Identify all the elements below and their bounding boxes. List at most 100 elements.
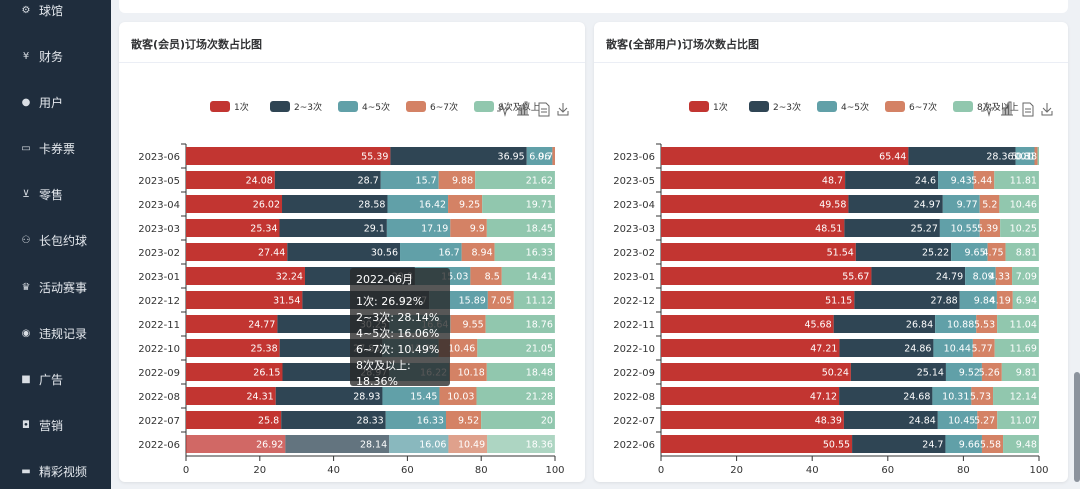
bar-segment[interactable] (186, 291, 303, 309)
sidebar-item-4[interactable]: ⊻ 零售 (0, 172, 111, 216)
legend-label[interactable]: 1次 (234, 101, 249, 113)
sidebar-item-8[interactable]: ■ 广告 (0, 357, 111, 401)
bar-segment[interactable] (475, 171, 555, 189)
bar-segment[interactable] (997, 411, 1040, 429)
bar-chart-icon[interactable] (517, 101, 529, 116)
bar-segment[interactable] (476, 387, 555, 405)
sidebar-item-1[interactable]: ¥ 财务 (0, 34, 111, 78)
legend-label[interactable]: 6~7次 (430, 101, 458, 113)
bar-segment[interactable] (186, 387, 276, 405)
bar-segment[interactable] (932, 387, 972, 405)
bar-segment[interactable] (487, 435, 555, 453)
legend-swatch[interactable] (953, 101, 973, 112)
bar-segment[interactable] (438, 171, 476, 189)
bar-segment[interactable] (439, 387, 477, 405)
bar-segment[interactable] (450, 315, 486, 333)
legend-label[interactable]: 4~5次 (841, 101, 869, 113)
download-icon[interactable] (557, 103, 569, 116)
bar-segment[interactable] (1001, 363, 1039, 381)
legend-label[interactable]: 6~7次 (909, 101, 937, 113)
bar-segment[interactable] (387, 195, 449, 213)
bar-segment[interactable] (979, 195, 1000, 213)
bar-segment[interactable] (661, 243, 856, 261)
bar-segment[interactable] (977, 411, 998, 429)
data-view-icon[interactable] (1022, 102, 1034, 117)
bar-segment[interactable] (942, 195, 980, 213)
legend-label[interactable]: 2~3次 (294, 101, 322, 113)
legend-label[interactable]: 1次 (713, 101, 728, 113)
bar-segment[interactable] (981, 363, 1002, 381)
bar-segment[interactable] (1015, 147, 1035, 165)
bar-segment[interactable] (661, 219, 845, 237)
bar-segment[interactable] (486, 219, 555, 237)
bar-segment[interactable] (186, 243, 288, 261)
bar-segment[interactable] (448, 195, 483, 213)
bar-segment[interactable] (939, 219, 980, 237)
bar-segment[interactable] (186, 147, 391, 165)
bar-segment[interactable] (400, 243, 462, 261)
bar-segment[interactable] (661, 411, 844, 429)
bar-segment[interactable] (844, 219, 940, 237)
bar-segment[interactable] (1012, 267, 1039, 285)
bar-segment[interactable] (945, 435, 982, 453)
bar-segment[interactable] (482, 195, 555, 213)
bar-segment[interactable] (951, 243, 988, 261)
bar-segment[interactable] (971, 387, 994, 405)
legend-swatch[interactable] (406, 101, 426, 112)
bar-segment[interactable] (997, 315, 1039, 333)
bar-segment[interactable] (661, 195, 849, 213)
bar-segment[interactable] (186, 171, 275, 189)
bar-segment[interactable] (186, 363, 283, 381)
bar-segment[interactable] (661, 171, 846, 189)
bar-segment[interactable] (661, 387, 840, 405)
bar-segment[interactable] (501, 267, 555, 285)
bar-segment[interactable] (1037, 147, 1039, 165)
bar-segment[interactable] (959, 291, 997, 309)
legend-label[interactable]: 8次及以上 (498, 101, 540, 113)
bar-segment[interactable] (487, 291, 514, 309)
bar-segment[interactable] (1003, 435, 1039, 453)
bar-segment[interactable] (285, 435, 390, 453)
bar-segment[interactable] (981, 435, 1004, 453)
bar-segment[interactable] (871, 267, 966, 285)
sidebar-item-2[interactable]: ● 用户 (0, 80, 111, 124)
bar-segment[interactable] (186, 195, 283, 213)
bar-segment[interactable] (845, 171, 939, 189)
bar-segment[interactable] (186, 267, 305, 285)
bar-segment[interactable] (390, 147, 527, 165)
bar-segment[interactable] (281, 411, 386, 429)
line-chart-icon[interactable] (497, 102, 510, 117)
bar-segment[interactable] (965, 267, 996, 285)
bar-segment[interactable] (994, 339, 1039, 357)
bar-segment[interactable] (661, 339, 840, 357)
bar-segment[interactable] (933, 339, 973, 357)
bar-segment[interactable] (552, 147, 555, 165)
bar-segment[interactable] (448, 435, 488, 453)
bar-segment[interactable] (186, 219, 280, 237)
bar-segment[interactable] (382, 387, 440, 405)
bar-segment[interactable] (993, 387, 1039, 405)
bar-segment[interactable] (282, 195, 388, 213)
bar-segment[interactable] (279, 219, 387, 237)
download-icon[interactable] (1041, 103, 1053, 116)
bar-segment[interactable] (833, 315, 936, 333)
bar-chart-icon[interactable] (1001, 101, 1013, 116)
legend-swatch[interactable] (270, 101, 290, 112)
bar-segment[interactable] (186, 315, 278, 333)
bar-segment[interactable] (461, 243, 495, 261)
bar-segment[interactable] (186, 339, 280, 357)
bar-segment[interactable] (935, 315, 977, 333)
bar-segment[interactable] (848, 195, 943, 213)
bar-segment[interactable] (526, 147, 553, 165)
sidebar-item-7[interactable]: ◉ 违规记录 (0, 311, 111, 355)
bar-segment[interactable] (843, 411, 938, 429)
sidebar-item-5[interactable]: ⚇ 长包约球 (0, 218, 111, 262)
bar-segment[interactable] (995, 267, 1013, 285)
line-chart-icon[interactable] (981, 102, 994, 117)
legend-swatch[interactable] (210, 101, 230, 112)
legend-label[interactable]: 2~3次 (773, 101, 801, 113)
bar-segment[interactable] (477, 339, 555, 357)
legend-swatch[interactable] (338, 101, 358, 112)
bar-segment[interactable] (1034, 147, 1038, 165)
bar-segment[interactable] (839, 387, 933, 405)
